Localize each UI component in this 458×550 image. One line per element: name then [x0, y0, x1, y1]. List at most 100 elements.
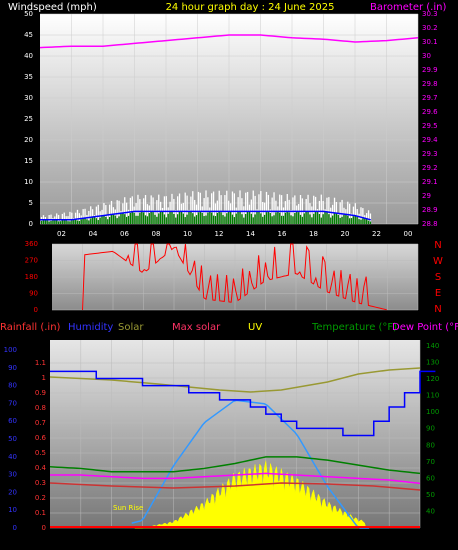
olive-line: [49, 367, 421, 393]
rain-tick-label: 0.1: [35, 509, 46, 517]
rain-tick-label: 0.2: [35, 494, 46, 502]
compass-letter: N: [434, 304, 441, 315]
barometer-tick-label: 28.8: [422, 220, 438, 228]
hour-tick-label: 00: [404, 230, 413, 238]
barometer-tick-label: 29.4: [422, 136, 438, 144]
legend-humidity: Humidity: [68, 322, 113, 333]
dew-point-line: [50, 472, 421, 485]
humidity-tick-label: 40: [8, 453, 17, 461]
hour-tick-label: 10: [200, 536, 209, 544]
humidity-tick-label: 30: [8, 471, 17, 479]
barometer-tick-label: 30.2: [422, 24, 438, 32]
hour-tick-label: 12: [231, 536, 240, 544]
wind-tick-label: 30: [24, 94, 33, 102]
rain-tick-label: 0.3: [35, 479, 46, 487]
compass-letter: N: [434, 240, 441, 251]
wind-tick-label: 35: [24, 73, 33, 81]
direction-tick-label: 360: [25, 240, 38, 248]
rain-tick-label: 0.6: [35, 434, 47, 442]
temperature-tick-label: 140: [426, 342, 439, 350]
rain-tick-label: 0.8: [35, 404, 46, 412]
hour-tick-label: 04: [107, 536, 116, 544]
graph-title: 24 hour graph day : 24 June 2025: [166, 2, 335, 13]
direction-tick-label: 270: [25, 257, 38, 265]
humidity-tick-label: 80: [8, 382, 17, 390]
humidity-tick-label: 20: [8, 488, 17, 496]
legend-temperature: Temperature (°F): [311, 322, 397, 333]
rain-tick-label: 0.5: [35, 449, 46, 457]
barometer-tick-label: 29.9: [422, 66, 438, 74]
humidity-line: [50, 370, 436, 437]
direction-tick-label: 90: [29, 290, 38, 298]
compass-letter: E: [435, 288, 441, 299]
temperature-tick-label: 80: [426, 441, 435, 449]
direction-line: [82, 243, 387, 311]
barometer-tick-label: 30: [422, 52, 431, 60]
hour-tick-label: 02: [57, 230, 66, 238]
legend-solar: Solar: [118, 322, 144, 333]
humidity-tick-label: 50: [8, 435, 17, 443]
rain-tick-label: 0: [42, 524, 46, 532]
rain-tick-label: 0.9: [35, 389, 46, 397]
hour-tick-label: 22: [372, 230, 381, 238]
direction-tick-label: 180: [25, 273, 38, 281]
barometer-tick-label: 29.3: [422, 150, 438, 158]
rain-tick-label: 1: [42, 374, 46, 382]
hour-tick-label: 08: [169, 536, 178, 544]
wind-axis-title: Windspeed (mph): [8, 2, 97, 13]
humidity-tick-label: 0: [13, 524, 17, 532]
wind-tick-label: 45: [24, 31, 33, 39]
temperature-tick-label: 120: [426, 375, 439, 383]
direction-tick-label: 0: [34, 306, 38, 314]
barometer-tick-label: 29.5: [422, 122, 438, 130]
hour-tick-label: 10: [183, 230, 192, 238]
barometer-tick-label: 30.1: [422, 38, 438, 46]
barometer-tick-label: 29.1: [422, 178, 438, 186]
temperature-tick-label: 50: [426, 491, 435, 499]
wind-tick-label: 25: [24, 115, 33, 123]
legend-rainfall: Rainfall (.in): [0, 322, 61, 333]
humidity-tick-label: 100: [4, 346, 17, 354]
hour-tick-label: 04: [89, 230, 98, 238]
barometer-tick-label: 29.6: [422, 108, 438, 116]
humidity-tick-label: 10: [8, 506, 17, 514]
hour-tick-label: 08: [152, 230, 161, 238]
barometer-tick-label: 30.3: [422, 10, 438, 18]
wind-tick-label: 40: [24, 52, 33, 60]
temperature-tick-label: 110: [426, 392, 439, 400]
wind-tick-label: 50: [24, 10, 33, 18]
hour-tick-label: 06: [120, 230, 129, 238]
temperature-tick-label: 40: [426, 507, 435, 515]
temperature-tick-label: 130: [426, 359, 439, 367]
hour-tick-label: 00: [416, 536, 425, 544]
hour-tick-label: 14: [261, 536, 270, 544]
barometer-tick-label: 29.8: [422, 80, 438, 88]
hour-tick-label: 02: [76, 536, 85, 544]
legend-max-solar: Max solar: [172, 322, 221, 333]
barometer-line: [39, 34, 419, 49]
solar-area: [134, 460, 367, 529]
hour-tick-label: 12: [215, 230, 224, 238]
humidity-tick-label: 60: [8, 417, 17, 425]
temperature-tick-label: 70: [426, 458, 435, 466]
wind-tick-label: 5: [29, 199, 33, 207]
temperature-tick-label: 90: [426, 425, 435, 433]
hour-tick-label: 18: [309, 230, 318, 238]
hour-tick-label: 22: [385, 536, 394, 544]
wind-tick-label: 10: [24, 178, 33, 186]
hour-tick-label: 16: [292, 536, 301, 544]
wind-tick-label: 0: [29, 220, 33, 228]
temperature-line: [49, 456, 421, 475]
barometer-tick-label: 29.2: [422, 164, 438, 172]
temperature-tick-label: 100: [426, 408, 439, 416]
legend-dew-point: Dew Point (°F: [392, 322, 458, 333]
wind-tick-label: 20: [24, 136, 33, 144]
sunrise-label: Sun Rise: [113, 504, 143, 512]
hour-tick-label: 20: [354, 536, 363, 544]
barometer-tick-label: 28.9: [422, 206, 438, 214]
wind-tick-label: 15: [24, 157, 33, 165]
compass-letter: S: [435, 272, 441, 283]
barometer-axis-title: Barometer (.in): [370, 2, 446, 13]
windspeed-line: [40, 210, 371, 221]
